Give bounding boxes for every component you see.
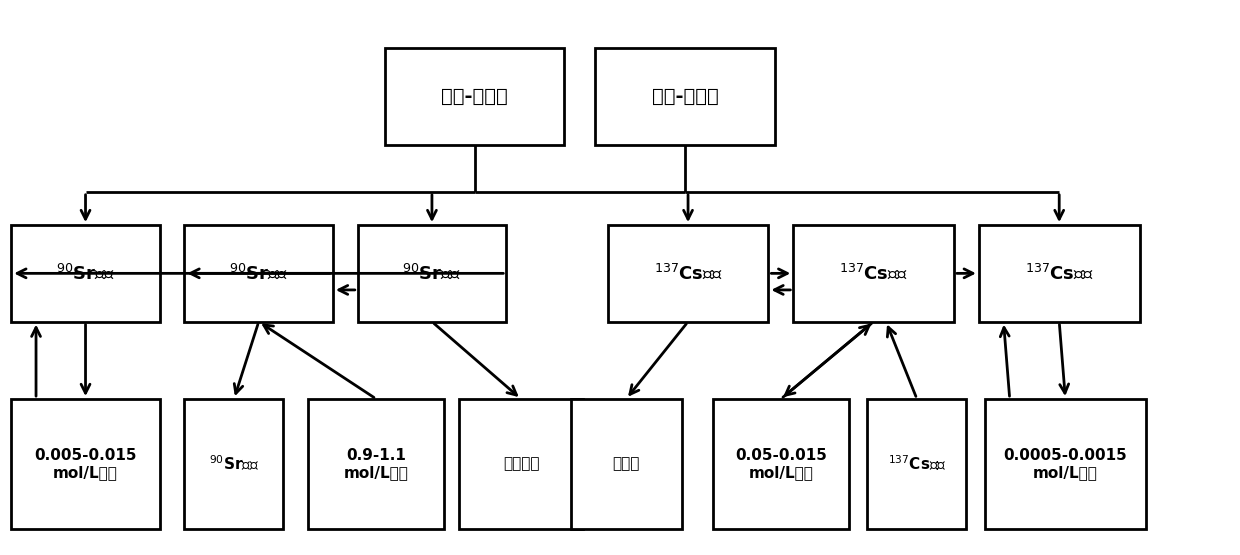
Text: $^{90}$Sr洗涤: $^{90}$Sr洗涤	[229, 264, 288, 283]
Text: $^{90}$Sr产品: $^{90}$Sr产品	[208, 454, 259, 473]
Text: 高放废液: 高放废液	[502, 456, 539, 471]
Bar	[570, 399, 682, 529]
Text: 0.0005-0.0015
mol/L硝酸: 0.0005-0.0015 mol/L硝酸	[1003, 448, 1127, 480]
Bar	[794, 225, 954, 322]
Bar	[185, 399, 284, 529]
Text: 冠醚-正辛醇: 冠醚-正辛醇	[441, 87, 508, 106]
Bar	[11, 225, 160, 322]
Text: 0.9-1.1
mol/L硝酸: 0.9-1.1 mol/L硝酸	[343, 448, 409, 480]
Text: 0.05-0.015
mol/L硝酸: 0.05-0.015 mol/L硝酸	[735, 448, 827, 480]
Bar	[185, 225, 334, 322]
Bar	[384, 48, 564, 145]
Text: $^{90}$Sr反萃: $^{90}$Sr反萃	[56, 264, 115, 283]
Text: $^{137}$Cs洗涤: $^{137}$Cs洗涤	[839, 264, 908, 283]
Bar	[595, 48, 775, 145]
Bar	[713, 399, 849, 529]
Text: $^{90}$Sr萃取: $^{90}$Sr萃取	[403, 264, 461, 283]
Text: $^{137}$Cs萃取: $^{137}$Cs萃取	[653, 264, 723, 283]
Text: 0.005-0.015
mol/L硝酸: 0.005-0.015 mol/L硝酸	[35, 448, 136, 480]
Bar	[608, 225, 769, 322]
Bar	[985, 399, 1146, 529]
Bar	[868, 399, 966, 529]
Text: $^{137}$Cs产品: $^{137}$Cs产品	[888, 454, 946, 473]
Text: 萃残液: 萃残液	[613, 456, 640, 471]
Bar	[357, 225, 506, 322]
Text: $^{137}$Cs反萃: $^{137}$Cs反萃	[1024, 264, 1094, 283]
Bar	[459, 399, 583, 529]
Bar	[11, 399, 160, 529]
Bar	[309, 399, 444, 529]
Bar	[978, 225, 1140, 322]
Text: 杯冠-正辛醇: 杯冠-正辛醇	[651, 87, 718, 106]
